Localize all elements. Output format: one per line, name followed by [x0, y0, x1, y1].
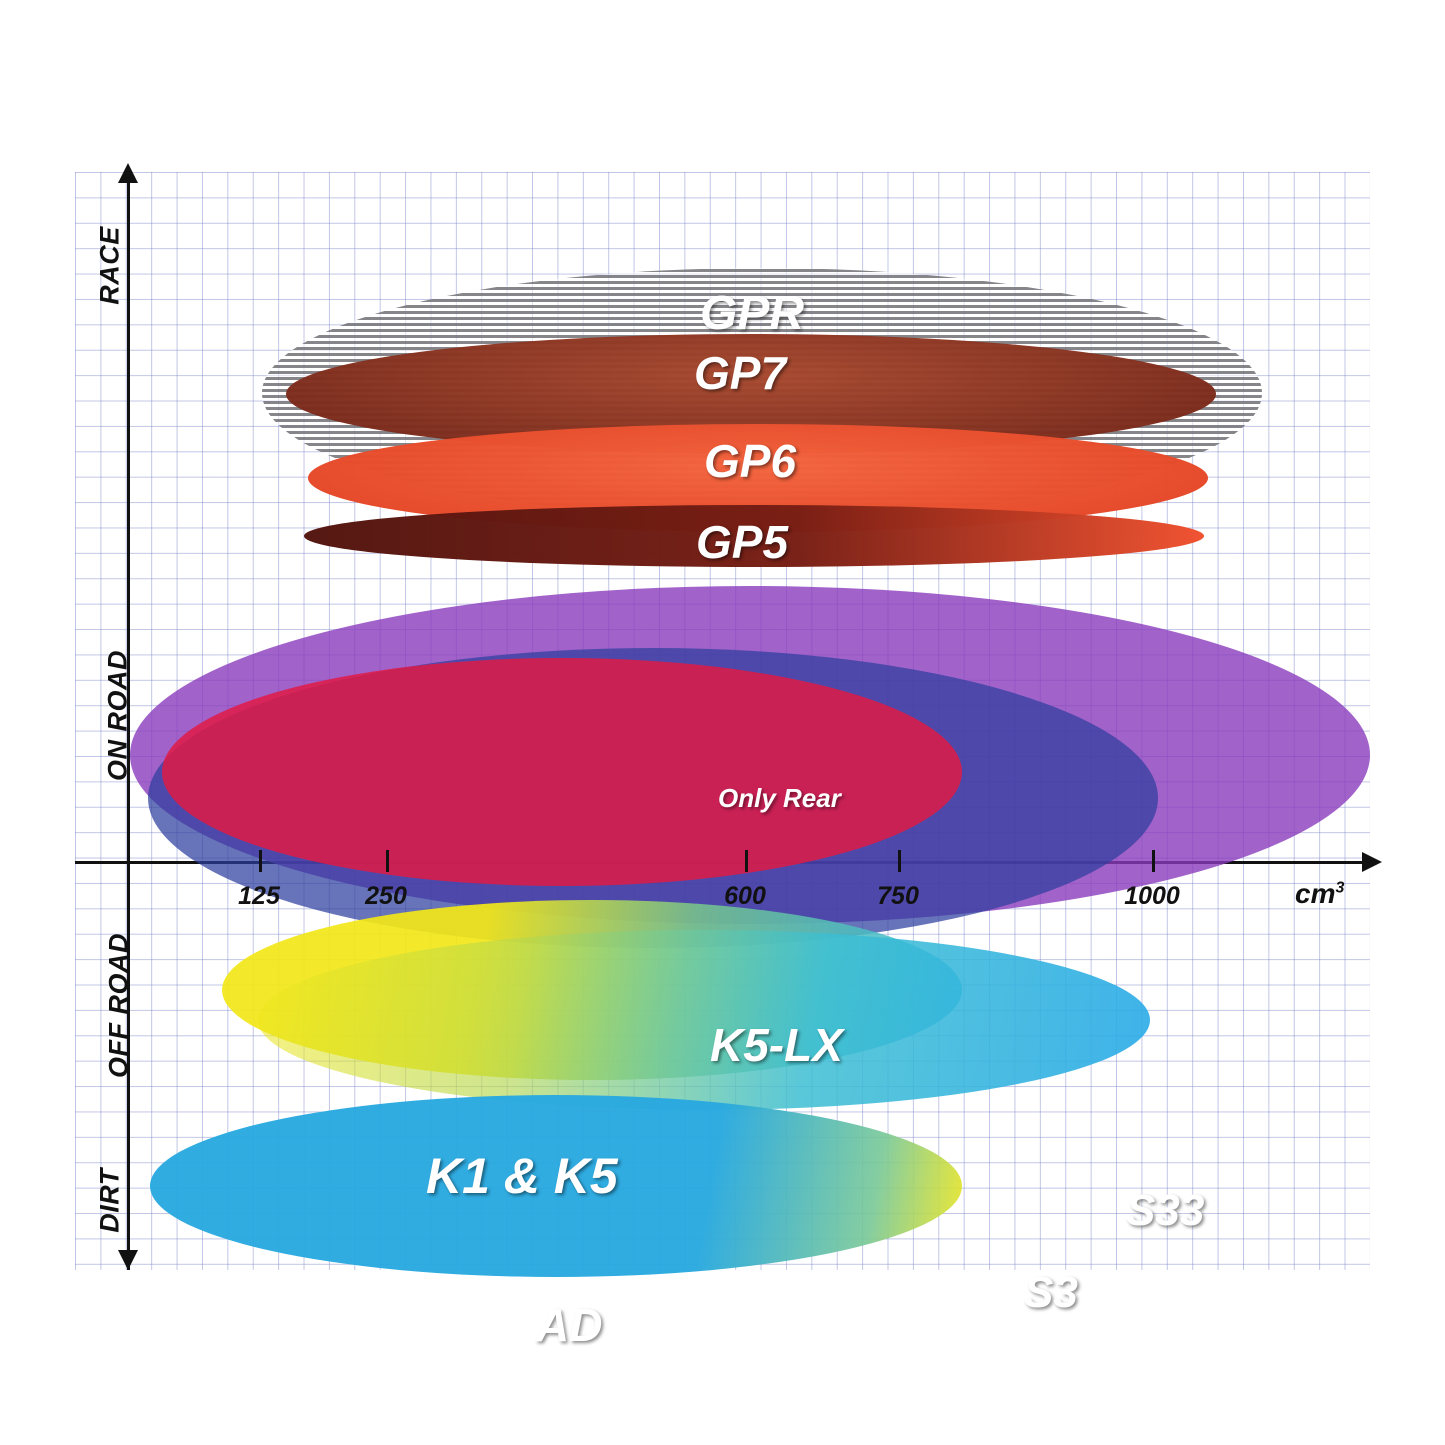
x-axis-unit-text: cm: [1295, 878, 1336, 909]
y-category-dirt: DIRT: [94, 1168, 125, 1233]
bubble-k5lx-label: K5-LX: [710, 1019, 843, 1071]
only-rear-note: Only Rear: [718, 783, 841, 813]
bubble-s3-label: S3: [1024, 1268, 1078, 1317]
bubble-gp5: GP5: [304, 505, 1204, 568]
x-tick-750: [898, 850, 901, 872]
y-category-offroad: OFF ROAD: [103, 933, 134, 1078]
x-tick-250: [386, 850, 389, 872]
x-tick-label-1000: 1000: [1124, 882, 1180, 910]
x-axis-arrow-icon: [1362, 852, 1382, 872]
bubble-ad: AD: [162, 658, 962, 1351]
x-axis-unit-exponent: 3: [1335, 879, 1345, 897]
x-axis-unit-label: cm3: [1295, 878, 1344, 910]
x-tick-600: [745, 850, 748, 872]
bubble-k5lx: K5-LX: [258, 930, 1150, 1110]
bubble-gp5-label: GP5: [696, 516, 789, 568]
bubble-gpr-label: GPR: [700, 287, 805, 340]
x-tick-label-750: 750: [877, 882, 919, 910]
x-tick-label-250: 250: [365, 882, 407, 910]
bubble-k1k5-label: K1 & K5: [426, 1148, 618, 1204]
x-tick-label-125: 125: [238, 882, 280, 910]
bubble-s33-label: S33: [1126, 1186, 1205, 1235]
y-category-onroad: ON ROAD: [102, 650, 133, 781]
bubble-gp7-label: GP7: [694, 347, 787, 399]
x-tick-label-600: 600: [724, 882, 766, 910]
bubble-ad-label: AD: [536, 1299, 603, 1351]
y-axis: [127, 172, 130, 1270]
bubble-gp6-label: GP6: [704, 435, 797, 487]
y-axis-arrow-down-icon: [118, 1250, 138, 1270]
bubble-k1k5: K1 & K5: [150, 1095, 962, 1277]
x-tick-125: [259, 850, 262, 872]
x-tick-1000: [1152, 850, 1155, 872]
y-category-race: RACE: [94, 226, 125, 305]
y-axis-arrow-icon: [118, 163, 138, 183]
